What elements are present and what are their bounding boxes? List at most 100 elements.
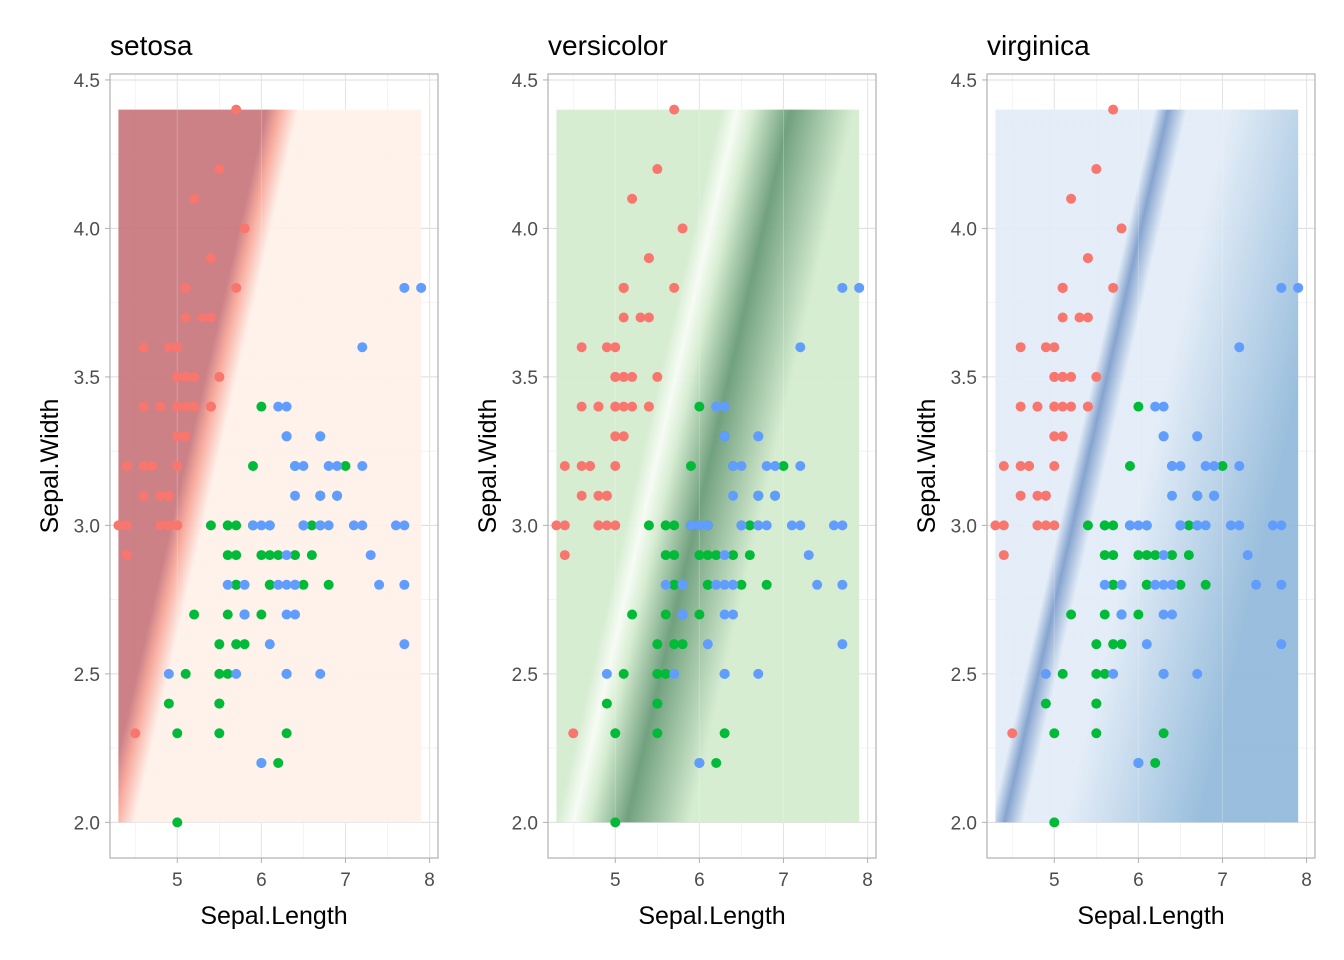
y-tick-label: 3.5 (512, 368, 538, 389)
point-versicolor (1091, 668, 1102, 679)
point-versicolor (660, 668, 671, 679)
point-setosa (121, 461, 132, 471)
point-setosa (1032, 401, 1043, 412)
point-virginica (281, 550, 292, 561)
point-setosa (189, 193, 200, 204)
y-tick-label: 3.0 (74, 516, 100, 537)
point-versicolor (172, 817, 183, 828)
point-setosa (1057, 312, 1068, 323)
point-versicolor (1108, 550, 1119, 561)
point-versicolor (247, 461, 258, 471)
point-virginica (1276, 282, 1287, 293)
point-virginica (719, 579, 730, 590)
point-virginica (399, 639, 410, 650)
point-setosa (205, 312, 216, 323)
point-virginica (332, 461, 343, 471)
point-virginica (281, 401, 292, 412)
point-setosa (214, 371, 225, 382)
point-versicolor (660, 520, 671, 531)
point-virginica (290, 490, 301, 501)
point-virginica (264, 639, 275, 650)
point-versicolor (1183, 550, 1194, 561)
point-virginica (1192, 431, 1203, 442)
point-virginica (1200, 461, 1211, 471)
point-setosa (1116, 223, 1127, 234)
y-tick-label: 4.0 (512, 219, 538, 240)
point-setosa (113, 520, 124, 531)
point-virginica (1276, 639, 1287, 650)
point-virginica (761, 520, 772, 531)
point-versicolor (273, 550, 284, 561)
point-setosa (214, 164, 225, 175)
point-virginica (1175, 520, 1186, 531)
point-setosa (576, 401, 587, 412)
point-virginica (753, 490, 764, 501)
point-setosa (627, 193, 638, 204)
point-virginica (694, 520, 705, 531)
point-virginica (374, 579, 385, 590)
point-versicolor (1099, 520, 1110, 531)
point-versicolor (172, 728, 183, 739)
point-setosa (576, 342, 587, 353)
point-virginica (416, 282, 427, 293)
y-tick-label: 4.5 (74, 71, 100, 92)
point-virginica (1167, 609, 1178, 620)
x-axis-label: Sepal.Length (1077, 902, 1224, 930)
point-setosa (1066, 401, 1077, 412)
point-versicolor (1108, 579, 1119, 590)
point-versicolor (231, 579, 242, 590)
point-versicolor (256, 609, 267, 620)
point-versicolor (652, 728, 663, 739)
point-setosa (1015, 461, 1026, 471)
point-virginica (231, 668, 242, 679)
point-setosa (1108, 282, 1119, 293)
point-versicolor (273, 757, 284, 768)
point-virginica (795, 461, 806, 471)
point-virginica (795, 520, 806, 531)
point-setosa (1049, 461, 1060, 471)
point-versicolor (306, 520, 317, 531)
point-setosa (180, 371, 191, 382)
x-tick-label: 8 (862, 870, 873, 891)
point-versicolor (1133, 609, 1144, 620)
point-setosa (627, 371, 638, 382)
point-versicolor (1133, 550, 1144, 561)
point-virginica (399, 520, 410, 531)
point-setosa (172, 401, 183, 412)
point-virginica (1141, 520, 1152, 531)
point-versicolor (736, 579, 747, 590)
point-virginica (728, 490, 739, 501)
point-versicolor (1200, 579, 1211, 590)
point-virginica (1200, 520, 1211, 531)
point-virginica (1158, 550, 1169, 561)
point-virginica (357, 520, 368, 531)
point-setosa (601, 342, 612, 353)
y-tick-label: 2.5 (74, 665, 100, 686)
point-versicolor (1141, 550, 1152, 561)
point-virginica (1167, 579, 1178, 590)
point-setosa (1049, 520, 1060, 531)
point-versicolor (677, 639, 688, 650)
point-setosa (172, 520, 183, 531)
point-versicolor (660, 609, 671, 620)
point-setosa (1015, 490, 1026, 501)
point-versicolor (222, 609, 233, 620)
point-setosa (172, 371, 183, 382)
point-versicolor (1183, 520, 1194, 531)
point-virginica (290, 461, 301, 471)
point-setosa (652, 371, 663, 382)
point-setosa (189, 371, 200, 382)
point-virginica (1133, 520, 1144, 531)
point-virginica (1242, 550, 1253, 561)
point-setosa (998, 550, 1009, 561)
point-virginica (1225, 520, 1236, 531)
x-axis-label: Sepal.Length (200, 902, 347, 930)
point-setosa (559, 520, 570, 531)
point-virginica (694, 757, 705, 768)
point-setosa (138, 342, 149, 353)
probability-surface (556, 109, 860, 823)
point-versicolor (290, 550, 301, 561)
point-virginica (660, 579, 671, 590)
point-setosa (121, 520, 132, 531)
